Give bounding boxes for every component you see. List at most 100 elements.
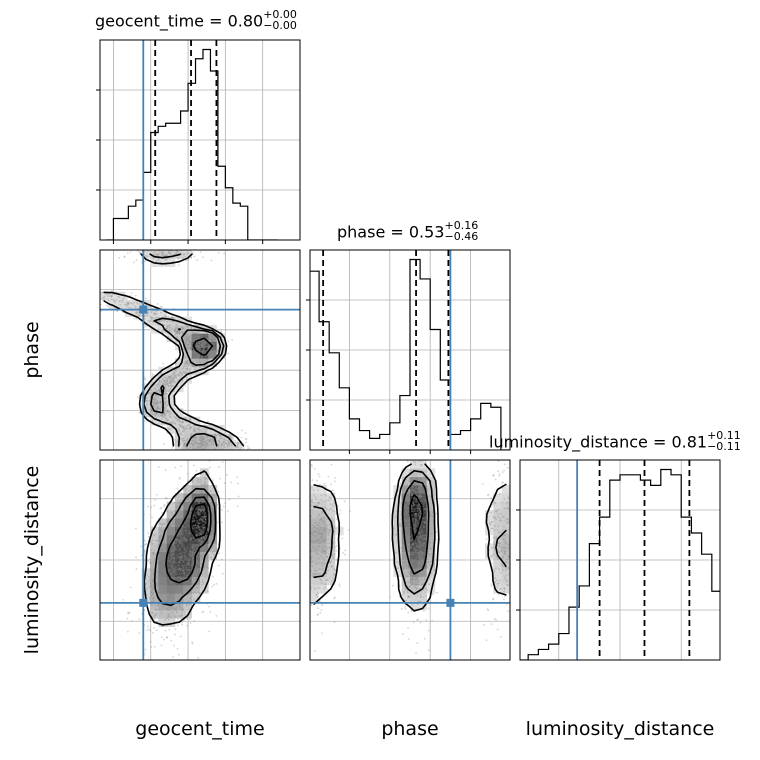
sample-point — [126, 303, 128, 306]
sample-point — [192, 336, 195, 339]
sample-point — [157, 406, 160, 409]
sample-point — [155, 608, 157, 611]
sample-point — [339, 509, 342, 512]
sample-point — [202, 348, 205, 351]
sample-point — [171, 446, 174, 449]
sample-point — [202, 501, 205, 504]
sample-point — [194, 539, 197, 542]
density-cell — [501, 560, 510, 569]
sample-point — [305, 567, 307, 569]
sample-point — [181, 331, 184, 333]
sample-point — [173, 556, 175, 559]
sample-point — [118, 296, 120, 299]
sample-point — [201, 546, 204, 549]
density-cell — [426, 568, 436, 577]
sample-point — [314, 650, 317, 653]
sample-point — [182, 510, 185, 513]
sample-point — [172, 584, 175, 587]
sample-point — [176, 328, 179, 331]
sample-point — [177, 561, 180, 564]
sample-point — [206, 345, 209, 347]
sample-point — [160, 529, 163, 532]
x-tick-label: 0.2 — [327, 662, 357, 692]
sample-point — [330, 483, 332, 486]
sample-point — [158, 379, 161, 382]
sample-point — [421, 562, 424, 565]
sample-point — [320, 494, 323, 497]
sample-point — [195, 344, 198, 347]
sample-point — [169, 558, 172, 561]
sample-point — [163, 324, 166, 326]
sample-point — [192, 365, 195, 368]
sample-point — [511, 554, 513, 556]
sample-point — [177, 373, 180, 376]
sample-point — [183, 536, 186, 539]
sample-point — [395, 551, 398, 554]
sample-point — [186, 368, 189, 370]
sample-point — [178, 573, 181, 575]
sample-point — [159, 522, 162, 525]
sample-point — [193, 339, 195, 341]
sample-point — [174, 568, 176, 570]
sample-point — [498, 530, 501, 533]
sample-point — [420, 558, 423, 561]
sample-point — [186, 363, 189, 366]
sample-point — [195, 566, 198, 568]
sample-point — [406, 537, 408, 540]
sample-point — [401, 557, 404, 560]
sample-point — [204, 342, 207, 345]
density-cell — [158, 383, 167, 392]
sample-point — [492, 474, 495, 476]
sample-point — [201, 346, 204, 348]
sample-point — [206, 348, 209, 351]
sample-point — [507, 507, 510, 510]
sample-point — [173, 330, 176, 333]
sample-point — [171, 586, 174, 589]
sample-point — [181, 368, 183, 371]
sample-point — [183, 362, 186, 365]
sample-point — [304, 566, 306, 568]
sample-point — [420, 448, 422, 450]
sample-point — [205, 342, 207, 345]
sample-point — [164, 591, 167, 594]
sample-point — [312, 575, 314, 578]
sample-point — [224, 431, 227, 434]
sample-point — [403, 547, 406, 550]
sample-point — [201, 511, 204, 514]
sample-point — [202, 520, 205, 523]
sample-point — [419, 574, 421, 577]
sample-point — [168, 606, 171, 609]
sample-point — [170, 247, 172, 249]
sample-point — [166, 608, 169, 610]
sample-point — [164, 258, 167, 261]
sample-point — [197, 567, 200, 570]
sample-point — [311, 524, 314, 526]
sample-point — [164, 376, 166, 379]
sample-point — [203, 352, 205, 355]
histogram-step-line — [310, 258, 510, 450]
sample-point — [190, 554, 193, 557]
sample-point — [119, 299, 122, 302]
sample-point — [179, 539, 182, 542]
sample-point — [199, 514, 201, 517]
sample-point — [168, 252, 171, 254]
sample-point — [413, 461, 416, 463]
sample-point — [161, 252, 164, 255]
sample-point — [169, 376, 172, 379]
sample-point — [196, 344, 198, 346]
sample-point — [171, 565, 174, 568]
density-cell — [501, 576, 510, 586]
sample-point — [410, 538, 413, 541]
sample-point — [176, 538, 179, 541]
sample-point — [188, 552, 191, 555]
sample-point — [199, 442, 202, 445]
sample-point — [407, 479, 410, 482]
sample-point — [176, 419, 179, 421]
sample-point — [335, 549, 338, 552]
sample-point — [191, 520, 194, 523]
sample-point — [196, 356, 199, 358]
sample-point — [178, 418, 181, 420]
sample-point — [199, 346, 202, 349]
sample-point — [321, 532, 324, 535]
sample-point — [403, 512, 406, 515]
